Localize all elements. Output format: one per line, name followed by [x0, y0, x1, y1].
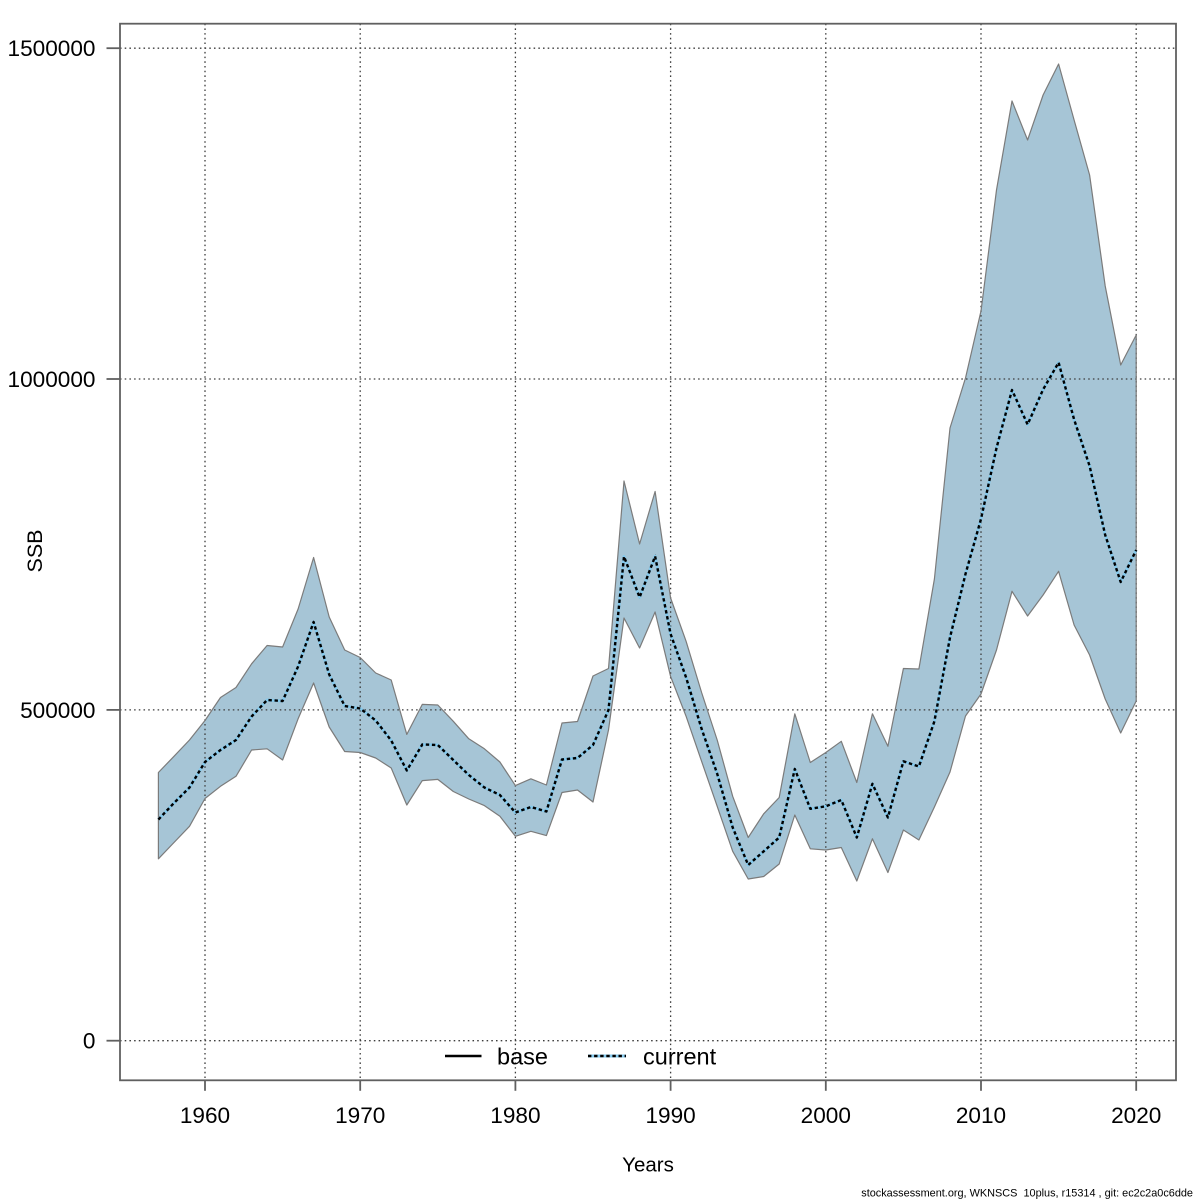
svg-text:1500000: 1500000 [8, 36, 96, 61]
svg-text:Years: Years [622, 1154, 674, 1177]
svg-text:base: base [497, 1044, 548, 1070]
svg-text:1960: 1960 [180, 1103, 230, 1128]
svg-text:SSB: SSB [23, 529, 47, 572]
svg-text:0: 0 [83, 1029, 96, 1054]
svg-text:2000: 2000 [801, 1103, 851, 1128]
svg-text:1970: 1970 [335, 1103, 385, 1128]
svg-text:stockassessment.org, WKNSCS 1: stockassessment.org, WKNSCS 10plus, r153… [861, 1188, 1193, 1200]
svg-text:current: current [643, 1044, 717, 1070]
svg-text:500000: 500000 [20, 698, 95, 723]
svg-text:1000000: 1000000 [8, 367, 96, 392]
svg-text:1990: 1990 [645, 1103, 695, 1128]
svg-text:2010: 2010 [956, 1103, 1006, 1128]
svg-text:1980: 1980 [490, 1103, 540, 1128]
svg-text:2020: 2020 [1111, 1103, 1161, 1128]
